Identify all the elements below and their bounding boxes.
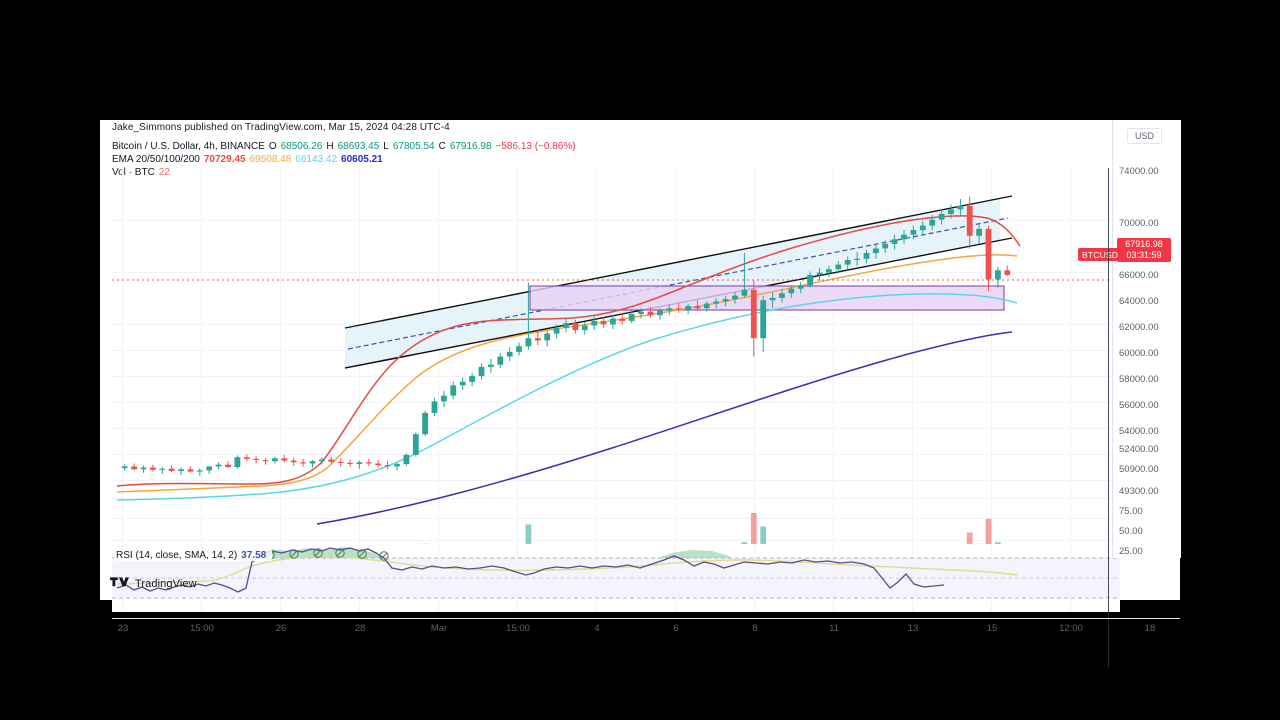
channel-midline [347, 217, 1009, 350]
currency-badge[interactable]: USD [1127, 128, 1163, 144]
legend-ema-row[interactable]: EMA 20/50/100/200 70729.45 69508.48 66143.4… [112, 153, 580, 166]
attribution-text: Jake_Simmons published on TradingView.co… [112, 122, 450, 133]
time-tick: 23 [117, 623, 129, 634]
rsi-tick: 25.00 [1119, 546, 1143, 557]
tradingview-logo-text: TradingView [135, 577, 197, 590]
ema20-line [116, 215, 1021, 487]
legend-symbol-row[interactable]: Bitcoin / U.S. Dollar, 4h, BINANCE O 68506… [112, 140, 580, 153]
legend-ema20-value: 70729.45 [203, 154, 246, 165]
rsi-legend[interactable]: RSI (14, close, SMA, 14, 2) 37.58 [114, 550, 273, 561]
price-tick: 52400.00 [1119, 444, 1159, 455]
tradingview-logo-icon [110, 577, 129, 587]
time-tick: 8 [752, 623, 758, 634]
legend-ema100-value: 66143.42 [295, 154, 338, 165]
rsi-legend-value: 37.58 [241, 550, 267, 561]
time-tick: 11 [829, 623, 839, 634]
legend-close-value: 67916.98 [449, 141, 492, 152]
legend-low-value: 67805.54 [392, 141, 435, 152]
time-tick: 15:00 [190, 623, 214, 634]
time-tick: 28 [354, 623, 366, 634]
legend-ema50-value: 69508.48 [249, 154, 292, 165]
price-countdown: 03:31:59 [1126, 249, 1162, 260]
current-price-value: 67916.98 [1125, 239, 1163, 249]
tradingview-logo[interactable]: TradingView [110, 577, 197, 590]
legend-low-label: L [383, 141, 389, 152]
price-tick: 70000.00 [1119, 218, 1159, 229]
legend-volume-label: Vol · BTC [112, 167, 155, 178]
legend-close-label: C [438, 141, 446, 152]
grid-vertical [122, 168, 1071, 568]
time-tick: 18 [1144, 623, 1156, 634]
channel-fill [345, 198, 1000, 368]
legend-high-label: H [326, 141, 334, 152]
price-tick: 74000.00 [1119, 166, 1159, 177]
chart-plot-area[interactable]: RSI (14, close, SMA, 14, 2) 37.58 [112, 168, 1120, 613]
legend-high-value: 68693.45 [337, 141, 380, 152]
time-tick: 6 [673, 623, 679, 634]
time-tick: 12:00 [1059, 623, 1083, 634]
price-tick: 58000.00 [1119, 374, 1159, 385]
channel-left-tick [344, 354, 413, 369]
rsi-sma-line [116, 555, 1018, 585]
rsi-legend-label: RSI (14, close, SMA, 14, 2) [116, 550, 238, 561]
legend-volume-value: 22 [158, 167, 170, 178]
legend-symbol: Bitcoin / U.S. Dollar, 4h, BINANCE [112, 141, 265, 152]
time-tick: Mar [430, 623, 448, 634]
crosshair-vertical-line [1108, 168, 1109, 668]
rsi-tick: 75.00 [1119, 506, 1143, 517]
price-tick: 49300.00 [1119, 486, 1159, 497]
price-tick: 60000.00 [1119, 348, 1159, 359]
price-pane[interactable] [112, 168, 1120, 568]
ema200-line [316, 331, 1013, 525]
legend-ema200-value: 60605.21 [341, 154, 383, 165]
chart-legend: Bitcoin / U.S. Dollar, 4h, BINANCE O 68506… [112, 140, 580, 179]
price-tick: 62000.00 [1119, 322, 1159, 333]
legend-ema-label: EMA 20/50/100/200 [112, 154, 200, 165]
price-tick: 64000.00 [1119, 296, 1159, 307]
legend-open-value: 68506.26 [280, 141, 323, 152]
time-tick: 4 [594, 623, 600, 634]
rsi-pane[interactable]: RSI (14, close, SMA, 14, 2) 37.58 [112, 544, 1120, 612]
rsi-pane-svg [112, 544, 1120, 612]
legend-change-value: −586.13 (−0.86%) [495, 141, 576, 152]
grid-horizontal [112, 220, 1120, 541]
symbol-price-tag[interactable]: BTCUSD [1078, 248, 1123, 261]
current-price-badge[interactable]: 67916.98 03:31:59 [1117, 238, 1171, 262]
time-tick: 13 [907, 623, 919, 634]
price-tick: 54000.00 [1119, 426, 1159, 437]
price-pane-svg [112, 168, 1120, 568]
tradingview-chart-card: Jake_Simmons published on TradingView.co… [100, 120, 1181, 668]
price-tick: 56000.00 [1119, 400, 1159, 411]
price-tick: 66000.00 [1119, 270, 1159, 281]
time-tick: 15:00 [506, 623, 530, 634]
legend-volume-row[interactable]: Vol · BTC 22 [112, 166, 580, 179]
time-scale[interactable]: 23 15:00 26 28 Mar 15:00 4 6 8 11 13 15 … [112, 618, 1180, 639]
legend-open-label: O [268, 141, 277, 152]
rsi-tick: 50.00 [1119, 526, 1143, 537]
price-scale[interactable]: USD 74000.00 70000.00 66000.00 64000.00 … [1112, 120, 1181, 558]
price-tick: 50900.00 [1119, 464, 1159, 475]
rsi-line [116, 547, 945, 593]
ema50-line [116, 254, 1018, 493]
candlestick-series [121, 196, 1011, 476]
support-zone-box[interactable] [529, 285, 1005, 311]
time-tick: 26 [275, 623, 287, 634]
ema100-line [116, 293, 1018, 501]
time-tick: 15 [986, 623, 998, 634]
